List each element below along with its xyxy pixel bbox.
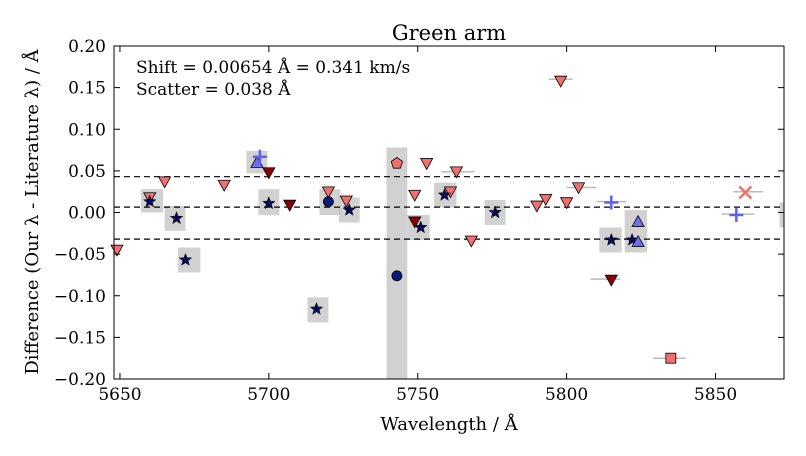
triangle-up-marker [631, 234, 645, 247]
reference-lines [114, 176, 784, 240]
star-marker [178, 252, 193, 266]
y-axis-label: Difference (Our λ - Literature λ) / Å [21, 48, 43, 374]
triangle-down-marker [539, 193, 553, 207]
circle-marker [391, 270, 403, 282]
plus-marker [729, 207, 744, 222]
triangle-down-marker [217, 179, 231, 192]
triangle-down-marker [443, 186, 458, 199]
triangle-up-marker [631, 214, 645, 227]
triangle-down-marker [464, 235, 479, 248]
pentagon-marker [390, 156, 404, 169]
star-marker [262, 196, 276, 210]
star-marker [488, 205, 502, 219]
chart-title: Green arm [392, 21, 506, 45]
triangle-down-marker [604, 274, 618, 287]
star-marker [169, 211, 184, 225]
triangle-down-marker [408, 216, 422, 229]
y-tick-label: 0.20 [68, 37, 106, 57]
y-tick-label: −0.20 [54, 370, 106, 390]
triangle-down-marker [419, 158, 434, 171]
star-marker [142, 194, 157, 208]
x-tick-label: 5850 [694, 385, 737, 405]
star-marker [342, 202, 357, 216]
x-tick-label: 5700 [247, 385, 290, 405]
y-axis-ticks: −0.20 −0.15 −0.10 −0.05 0.00 0.05 0.10 0.15 0.20 [54, 37, 784, 390]
star-marker [604, 232, 619, 246]
y-tick-label: 0.10 [68, 120, 106, 140]
annotation-scatter: Scatter = 0.038 Å [136, 79, 291, 100]
triangle-down-marker [157, 176, 172, 189]
data-points [110, 75, 753, 364]
triangle-down-marker [553, 75, 568, 88]
triangle-down-marker [449, 166, 464, 179]
y-tick-label: −0.15 [54, 328, 106, 348]
x-tick-label: 5800 [545, 385, 588, 405]
error-box [386, 147, 408, 379]
star-marker [437, 187, 452, 201]
annotation-shift: Shift = 0.00654 Å = 0.341 km/s [136, 57, 410, 78]
y-tick-label: −0.05 [54, 245, 106, 265]
triangle-down-marker [559, 197, 574, 210]
square-marker [665, 352, 677, 364]
star-marker [413, 220, 428, 234]
y-tick-label: 0.00 [68, 204, 106, 224]
triangle-down-marker [321, 186, 336, 199]
x-tick-label: 5750 [396, 385, 439, 405]
plus-marker [604, 195, 619, 210]
triangle-down-marker [283, 199, 297, 212]
x-axis-label: Wavelength / Å [380, 413, 518, 435]
x-axis-ticks: 5650 5700 5750 5800 5850 [98, 46, 737, 405]
x-tick-label: 5650 [98, 385, 141, 405]
error-boxes [140, 147, 784, 379]
plus-marker [252, 149, 267, 164]
triangle-down-marker [339, 195, 353, 208]
x-marker [738, 185, 753, 200]
star-marker [309, 301, 324, 315]
triangle-down-marker [262, 167, 276, 180]
triangle-down-marker [408, 189, 422, 202]
triangle-down-marker [530, 200, 544, 213]
error-box [779, 202, 784, 228]
y-tick-label: −0.10 [54, 287, 106, 307]
y-tick-label: 0.15 [68, 79, 106, 99]
triangle-down-marker [571, 182, 586, 195]
circle-marker [322, 196, 334, 208]
y-tick-label: 0.05 [68, 162, 106, 182]
